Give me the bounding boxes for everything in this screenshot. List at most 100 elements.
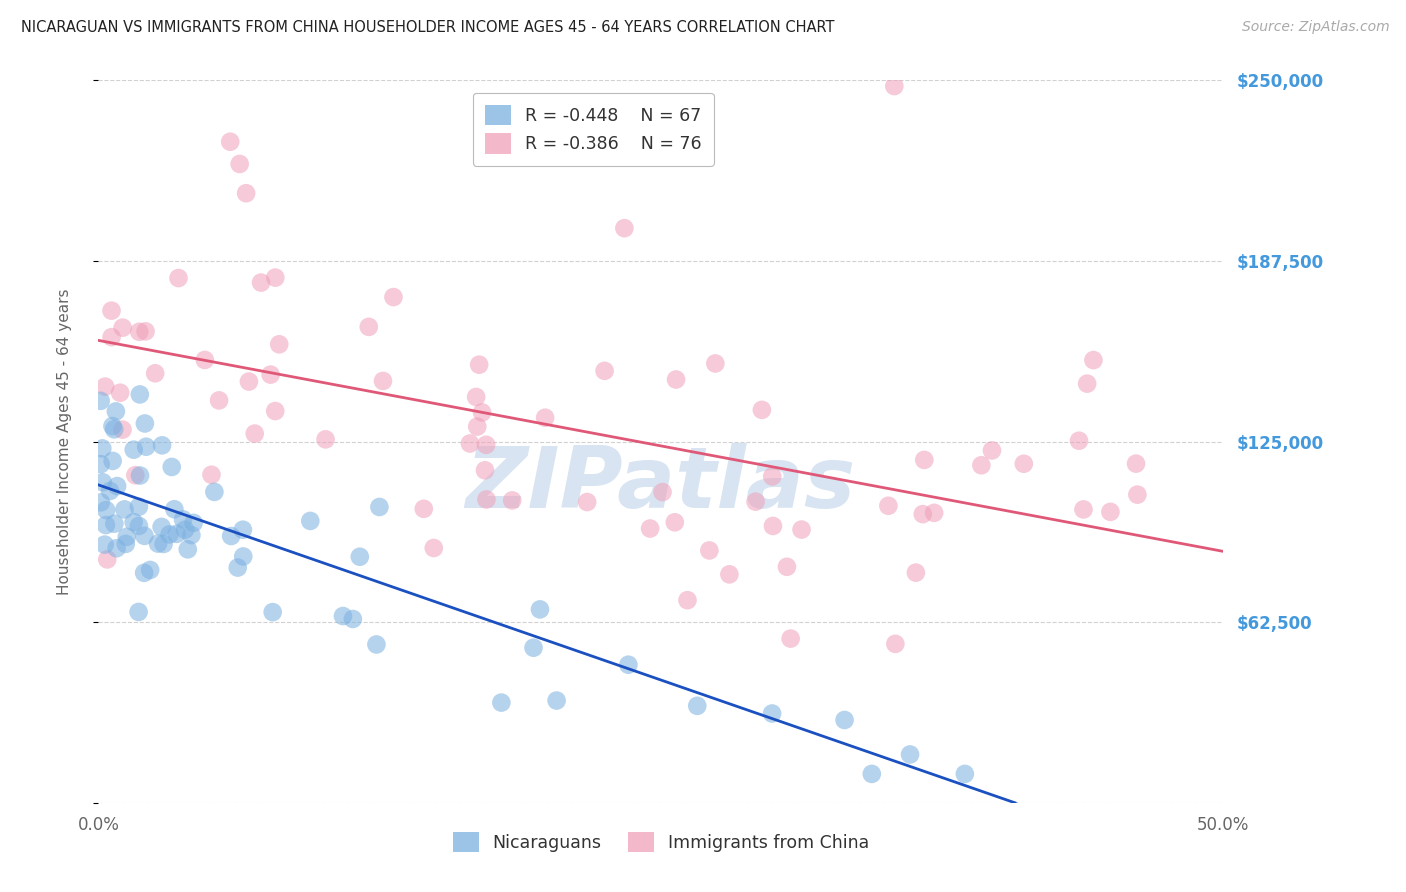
Text: NICARAGUAN VS IMMIGRANTS FROM CHINA HOUSEHOLDER INCOME AGES 45 - 64 YEARS CORREL: NICARAGUAN VS IMMIGRANTS FROM CHINA HOUS… [21, 20, 835, 35]
Point [877, 499, 900, 513]
Point [139, 563, 162, 577]
Point [105, 541, 128, 556]
Point [638, 522, 661, 536]
Point [883, 78, 905, 93]
Point [128, 387, 150, 401]
Point [860, 767, 883, 781]
Point [1099, 505, 1122, 519]
Point [122, 515, 145, 529]
Legend: Nicaraguans, Immigrants from China: Nicaraguans, Immigrants from China [446, 825, 876, 859]
Point [474, 463, 496, 477]
Point [226, 560, 249, 574]
Point [465, 390, 488, 404]
Point [357, 319, 380, 334]
Point [208, 393, 231, 408]
Point [129, 468, 152, 483]
Point [94, 518, 117, 533]
Point [779, 632, 801, 646]
Point [718, 567, 741, 582]
Point [366, 637, 388, 651]
Point [501, 493, 523, 508]
Point [264, 270, 287, 285]
Point [299, 514, 322, 528]
Point [911, 507, 934, 521]
Point [134, 566, 156, 580]
Point [751, 403, 773, 417]
Point [475, 438, 498, 452]
Point [522, 640, 544, 655]
Point [884, 637, 907, 651]
Point [465, 419, 488, 434]
Text: Source: ZipAtlas.com: Source: ZipAtlas.com [1241, 20, 1389, 34]
Point [342, 612, 364, 626]
Point [471, 405, 494, 419]
Point [744, 494, 766, 508]
Point [762, 519, 785, 533]
Point [970, 458, 993, 473]
Point [122, 442, 145, 457]
Point [1083, 353, 1105, 368]
Point [704, 356, 727, 370]
Point [665, 372, 688, 386]
Point [228, 157, 250, 171]
Point [250, 276, 273, 290]
Point [458, 436, 481, 450]
Point [382, 290, 405, 304]
Point [315, 433, 337, 447]
Point [163, 502, 186, 516]
Point [790, 523, 813, 537]
Point [200, 467, 222, 482]
Point [676, 593, 699, 607]
Point [368, 500, 391, 514]
Point [576, 495, 599, 509]
Point [898, 747, 921, 762]
Point [135, 324, 157, 338]
Point [101, 419, 124, 434]
Point [194, 353, 217, 368]
Point [177, 542, 200, 557]
Point [90, 495, 112, 509]
Point [202, 484, 225, 499]
Point [183, 516, 205, 530]
Point [761, 469, 783, 483]
Point [124, 468, 146, 483]
Point [761, 706, 783, 721]
Point [159, 527, 181, 541]
Y-axis label: Householder Income Ages 45 - 64 years: Householder Income Ages 45 - 64 years [58, 288, 72, 595]
Point [232, 523, 254, 537]
Point [238, 375, 260, 389]
Point [922, 506, 945, 520]
Point [134, 529, 156, 543]
Point [232, 549, 254, 564]
Point [100, 330, 122, 344]
Point [219, 135, 242, 149]
Point [1012, 457, 1035, 471]
Point [349, 549, 371, 564]
Point [834, 713, 856, 727]
Point [332, 609, 354, 624]
Point [93, 538, 115, 552]
Point [152, 537, 174, 551]
Point [699, 543, 721, 558]
Point [269, 337, 291, 351]
Point [128, 325, 150, 339]
Point [904, 566, 927, 580]
Point [128, 605, 150, 619]
Point [90, 457, 112, 471]
Point [219, 529, 242, 543]
Point [146, 536, 169, 550]
Point [412, 501, 434, 516]
Point [264, 404, 287, 418]
Point [111, 320, 134, 334]
Point [475, 492, 498, 507]
Point [98, 483, 121, 498]
Point [174, 523, 197, 537]
Point [180, 528, 202, 542]
Point [491, 696, 513, 710]
Point [529, 602, 551, 616]
Point [160, 460, 183, 475]
Point [167, 271, 190, 285]
Point [235, 186, 257, 201]
Point [105, 479, 128, 493]
Point [534, 410, 557, 425]
